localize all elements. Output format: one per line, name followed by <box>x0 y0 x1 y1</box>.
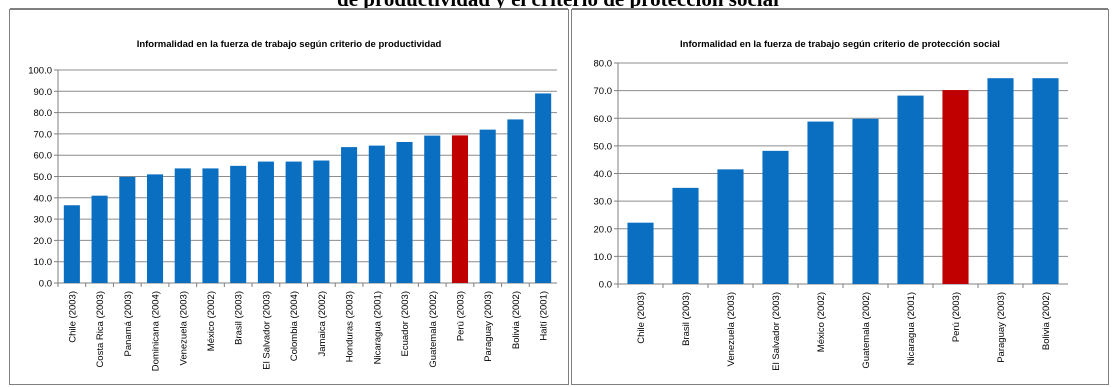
x-tick-label: Jamaica (2002) <box>317 291 328 356</box>
chart-title: Informalidad en la fuerza de trabajo seg… <box>137 39 442 50</box>
bar <box>535 93 552 284</box>
bar <box>424 135 441 283</box>
bar <box>852 118 879 285</box>
bar <box>119 176 136 283</box>
y-tick-label: 80.0 <box>594 59 613 70</box>
x-tick-label: Paraguay (2003) <box>483 291 494 362</box>
x-tick-label: México (2002) <box>816 292 827 352</box>
bar <box>396 141 413 283</box>
bar <box>285 161 302 283</box>
y-tick-label: 40.0 <box>34 193 53 204</box>
bar <box>672 187 699 284</box>
x-tick-label: México (2002) <box>206 291 217 351</box>
y-tick-label: 20.0 <box>594 224 613 235</box>
chart-title: Informalidad en la fuerza de trabajo seg… <box>680 39 1000 50</box>
document-heading: de productividad y el criterio de protec… <box>0 0 1116 11</box>
x-tick-label: Nicaragua (2001) <box>372 291 383 364</box>
x-tick-label: Brasil (2003) <box>234 291 245 345</box>
x-tick-label: Costa Rica (2003) <box>95 291 106 368</box>
bar <box>807 121 834 284</box>
bar <box>507 119 524 283</box>
chart-panel-proteccion-social: Informalidad en la fuerza de trabajo seg… <box>571 8 1109 385</box>
bar <box>451 135 469 283</box>
y-tick-label: 60.0 <box>34 151 53 162</box>
x-tick-label: Dominicana (2004) <box>151 291 162 371</box>
x-tick-label: Chile (2003) <box>636 292 647 344</box>
y-tick-label: 70.0 <box>34 129 53 140</box>
x-tick-label: Perú (2003) <box>455 291 466 341</box>
bar <box>1032 78 1059 284</box>
x-tick-label: Ecuador (2003) <box>400 291 411 356</box>
y-tick-label: 40.0 <box>594 169 613 180</box>
chart-panel-productividad: Informalidad en la fuerza de trabajo seg… <box>9 8 569 385</box>
bar-chart-proteccion-social: Informalidad en la fuerza de trabajo seg… <box>594 39 1068 371</box>
x-tick-label: Nicaragua (2001) <box>906 292 917 365</box>
y-tick-label: 70.0 <box>594 86 613 97</box>
x-tick-label: Guatemala (2002) <box>861 292 872 369</box>
bar <box>479 129 496 283</box>
y-tick-label: 100.0 <box>28 66 52 77</box>
y-tick-label: 20.0 <box>34 236 53 247</box>
x-tick-label: Venezuela (2003) <box>726 292 737 366</box>
bar <box>146 174 164 283</box>
bar <box>942 90 969 284</box>
y-tick-label: 0.0 <box>599 280 612 291</box>
x-tick-label: Honduras (2003) <box>345 291 356 362</box>
bar <box>63 205 80 283</box>
y-tick-label: 60.0 <box>594 114 613 125</box>
y-tick-label: 10.0 <box>34 257 53 268</box>
bar-chart-productividad: Informalidad en la fuerza de trabajo seg… <box>28 39 557 371</box>
x-tick-label: El Salvador (2003) <box>771 292 782 371</box>
x-tick-label: Perú (2003) <box>951 292 962 342</box>
y-tick-label: 50.0 <box>594 141 613 152</box>
bar <box>91 195 108 283</box>
x-tick-label: Haití (2001) <box>539 291 550 341</box>
bar <box>257 161 274 283</box>
x-tick-label: Venezuela (2003) <box>178 291 189 365</box>
bar <box>202 168 219 283</box>
bar <box>174 168 191 283</box>
x-tick-label: Paraguay (2003) <box>996 292 1007 363</box>
bar <box>313 160 330 283</box>
panel-top-rule <box>10 8 568 9</box>
x-tick-label: Brasil (2003) <box>681 292 692 346</box>
bar <box>368 145 385 283</box>
y-tick-label: 0.0 <box>39 279 52 290</box>
x-tick-label: Bolivia (2002) <box>1041 292 1052 350</box>
x-tick-label: Colombia (2004) <box>289 291 300 361</box>
x-tick-label: Chile (2003) <box>67 291 78 343</box>
y-tick-label: 90.0 <box>34 87 53 98</box>
y-tick-label: 50.0 <box>34 172 53 183</box>
y-tick-label: 30.0 <box>34 215 53 226</box>
x-tick-label: Bolivia (2002) <box>511 291 522 349</box>
x-tick-label: El Salvador (2003) <box>261 291 272 370</box>
bar <box>897 95 924 284</box>
x-tick-label: Guatemala (2002) <box>428 291 439 368</box>
y-tick-label: 30.0 <box>594 197 613 208</box>
y-tick-label: 80.0 <box>34 108 53 119</box>
y-tick-label: 10.0 <box>594 252 613 263</box>
bar <box>230 165 247 283</box>
panel-top-rule <box>572 8 1108 9</box>
bar <box>717 169 744 284</box>
x-tick-label: Panamá (2003) <box>123 291 134 356</box>
bar <box>762 150 789 284</box>
bar <box>627 222 654 284</box>
bar <box>341 147 358 283</box>
bar <box>987 78 1014 284</box>
